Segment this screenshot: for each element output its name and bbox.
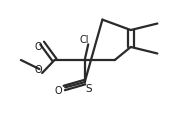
Text: O: O: [35, 42, 42, 52]
Text: O: O: [35, 65, 42, 75]
Text: S: S: [85, 84, 92, 94]
Text: O: O: [54, 86, 62, 96]
Text: Cl: Cl: [80, 36, 89, 45]
